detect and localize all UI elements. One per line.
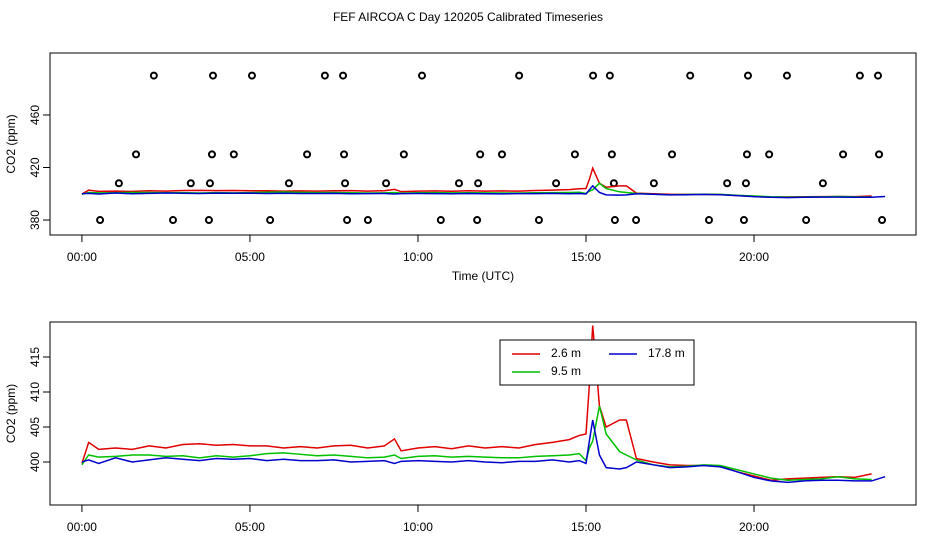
flag-point [284, 179, 293, 188]
x-tick-label: 10:00 [403, 520, 433, 534]
flag-point [818, 179, 827, 188]
flag-point [320, 71, 329, 80]
flag-point [552, 179, 561, 188]
flag-point [207, 150, 216, 159]
flag-point [878, 216, 887, 225]
flag-point [589, 71, 598, 80]
flag-point [168, 216, 177, 225]
legend-box [499, 339, 695, 386]
x-tick-label: 10:00 [403, 250, 433, 264]
flag-point [454, 179, 463, 188]
x-tick-label: 00:00 [67, 520, 97, 534]
flag-point [743, 71, 752, 80]
series-line [81, 184, 886, 199]
x-tick-label: 05:00 [235, 520, 265, 534]
flag-point [205, 179, 214, 188]
y-tick-label: 380 [28, 210, 42, 230]
flag-point [649, 179, 658, 188]
flag-point [149, 71, 158, 80]
flag-point [497, 150, 506, 159]
flag-point [266, 216, 275, 225]
flag-point [632, 216, 641, 225]
flag-point [204, 216, 213, 225]
flag-point [739, 216, 748, 225]
flag-point [473, 216, 482, 225]
plot-box [49, 52, 917, 236]
flag-point [570, 150, 579, 159]
flag-point [765, 150, 774, 159]
flag-point [247, 71, 256, 80]
flag-point [474, 179, 483, 188]
flag-point [875, 150, 884, 159]
flag-point [802, 216, 811, 225]
flag-point [96, 216, 105, 225]
flag-point [208, 71, 217, 80]
legend-label: 2.6 m [551, 346, 581, 360]
y-tick-label: 415 [28, 347, 42, 367]
flag-point [340, 150, 349, 159]
legend-label: 17.8 m [648, 346, 685, 360]
series-line [81, 419, 886, 484]
flag-point [399, 150, 408, 159]
x-axis-label: Time (UTC) [452, 269, 514, 283]
flag-point [534, 216, 543, 225]
flag-point [476, 150, 485, 159]
x-tick-label: 15:00 [571, 520, 601, 534]
flag-point [742, 150, 751, 159]
x-tick-label: 20:00 [739, 520, 769, 534]
flag-point [704, 216, 713, 225]
flag-point [741, 179, 750, 188]
flag-point [418, 71, 427, 80]
flag-point [186, 179, 195, 188]
plot-box [49, 321, 917, 506]
x-tick-label: 15:00 [571, 250, 601, 264]
y-tick-label: 420 [28, 157, 42, 177]
flag-point [839, 150, 848, 159]
x-tick-label: 00:00 [67, 250, 97, 264]
y-axis-label: CO2 (ppm) [4, 384, 18, 443]
flag-point [436, 216, 445, 225]
flag-point [782, 71, 791, 80]
flag-point [610, 216, 619, 225]
flag-point [114, 179, 123, 188]
flag-point [303, 150, 312, 159]
flag-point [605, 71, 614, 80]
flag-point [382, 179, 391, 188]
y-tick-label: 410 [28, 382, 42, 402]
y-tick-label: 405 [28, 417, 42, 437]
page-title: FEF AIRCOA C Day 120205 Calibrated Times… [333, 10, 603, 24]
flag-point [341, 179, 350, 188]
flag-point [607, 150, 616, 159]
x-tick-label: 05:00 [235, 250, 265, 264]
legend-label: 9.5 m [551, 364, 581, 378]
flag-point [515, 71, 524, 80]
y-tick-label: 460 [28, 105, 42, 125]
flag-point [343, 216, 352, 225]
flag-point [339, 71, 348, 80]
y-axis-label: CO2 (ppm) [4, 114, 18, 173]
flag-point [668, 150, 677, 159]
y-tick-label: 400 [28, 452, 42, 472]
flag-point [855, 71, 864, 80]
x-tick-label: 20:00 [739, 250, 769, 264]
flag-point [132, 150, 141, 159]
flag-point [723, 179, 732, 188]
flag-point [363, 216, 372, 225]
series-line [81, 405, 872, 481]
flag-point [229, 150, 238, 159]
flag-point [686, 71, 695, 80]
flag-point [874, 71, 883, 80]
